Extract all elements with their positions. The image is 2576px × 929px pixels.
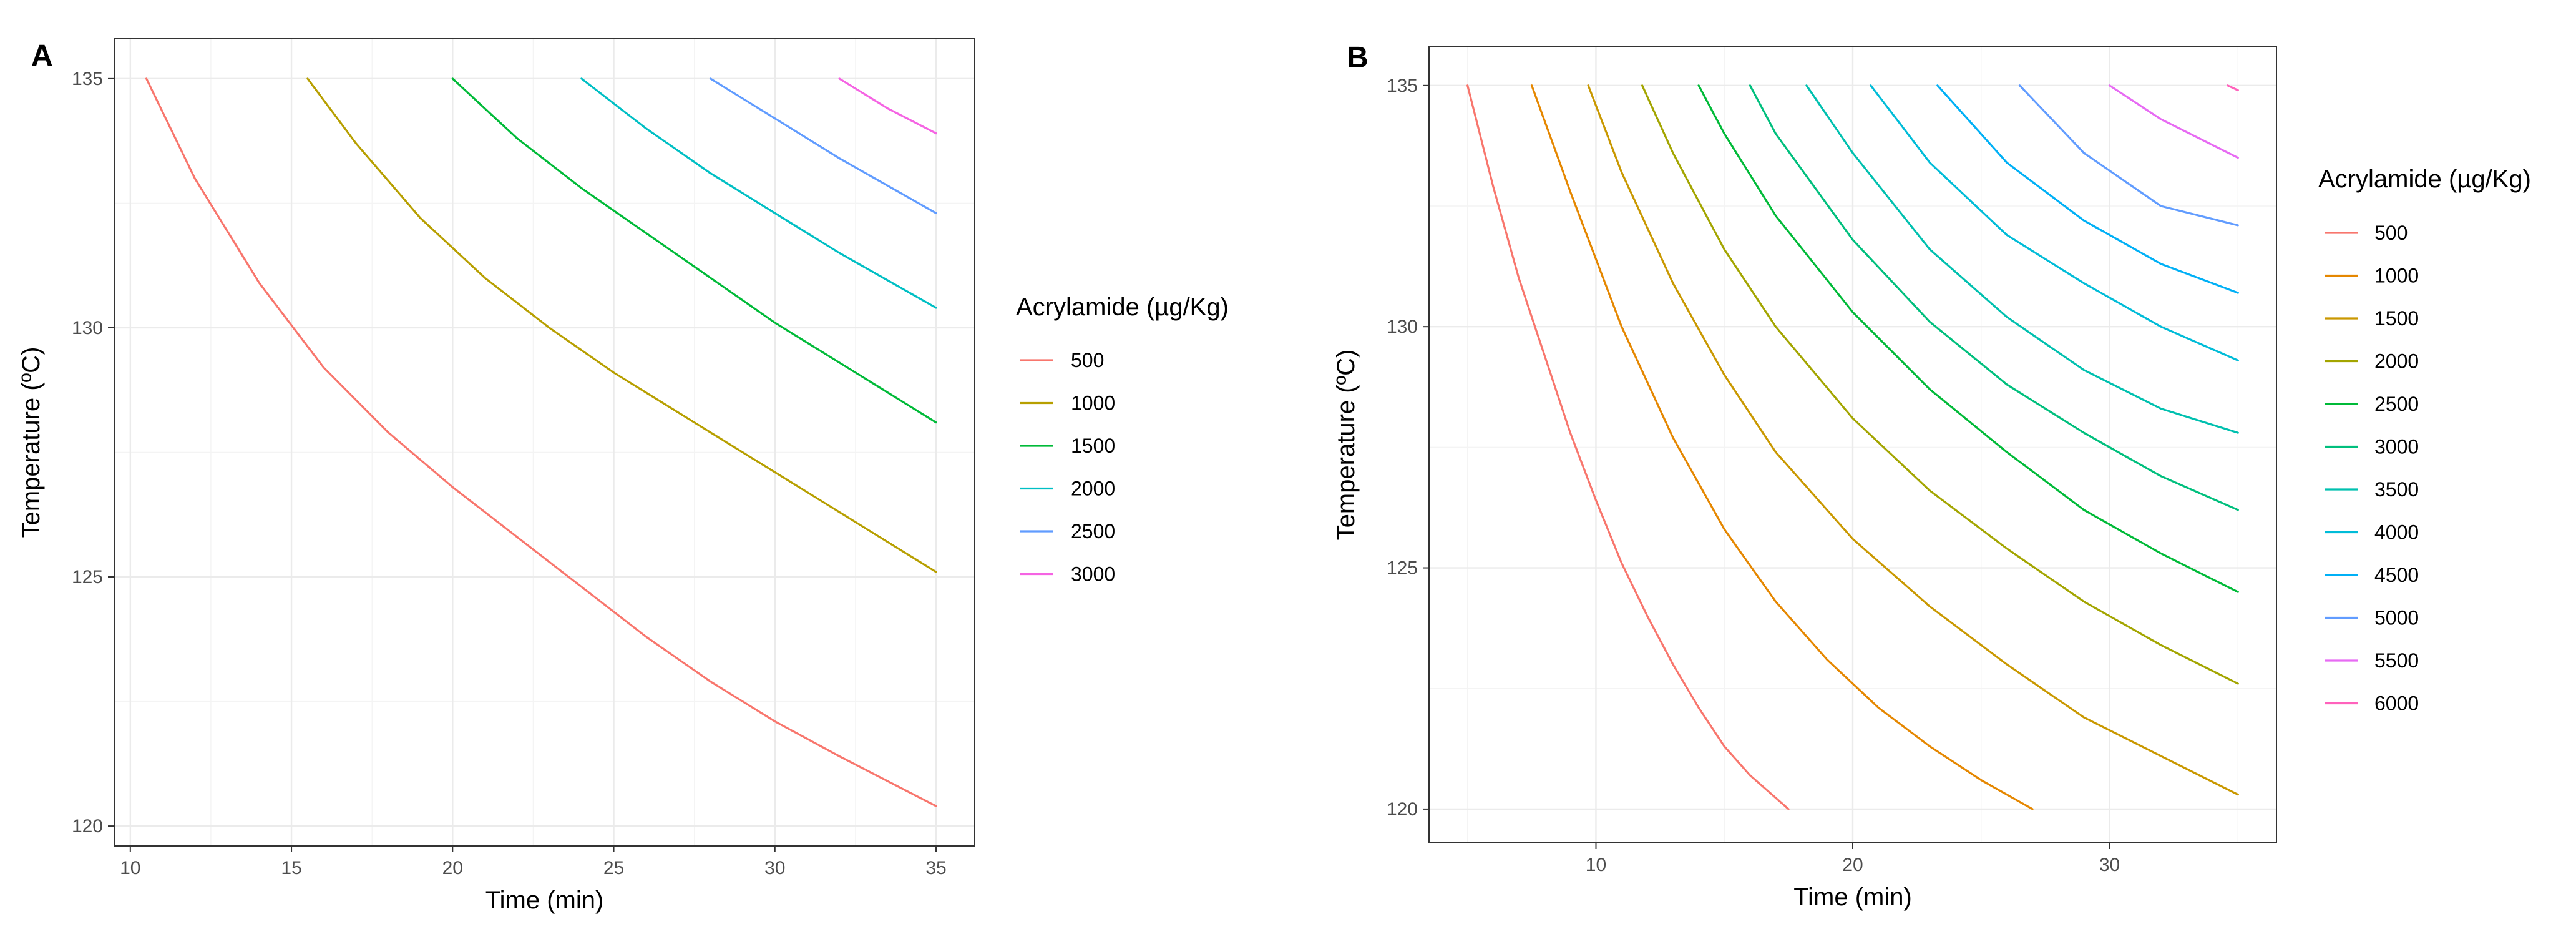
legend-label-3000: 3000 — [1071, 563, 1115, 586]
x-tick-label: 20 — [1842, 855, 1863, 875]
y-tick-label: 125 — [1387, 558, 1418, 579]
legend-label-1500: 1500 — [2374, 307, 2419, 330]
panel-a-legend: Acrylamide (µg/Kg) 500 1000 1500 2000 2500 300… — [1016, 293, 1229, 586]
y-tick-label: 130 — [1387, 317, 1418, 337]
series-line-5000 — [2018, 84, 2239, 227]
x-tick-label: 20 — [442, 858, 463, 878]
panel-b-axes: 10 20 30 120 125 130 135 — [1387, 76, 2120, 875]
legend-label-6000: 6000 — [2374, 692, 2419, 715]
legend-label-500: 500 — [1071, 349, 1104, 371]
legend-label-1000: 1000 — [1071, 392, 1115, 415]
x-tick-label: 30 — [764, 858, 785, 878]
panel-b-y-axis-title: Temperature (ºC) — [1332, 350, 1360, 541]
legend-label-4000: 4000 — [2374, 521, 2419, 544]
x-tick-label: 35 — [925, 858, 946, 878]
series-line-2000 — [1641, 84, 2239, 685]
series-line-6000 — [2227, 84, 2239, 92]
series-line-3000 — [1749, 84, 2239, 511]
series-line-3000 — [838, 77, 937, 135]
series-line-500 — [145, 77, 937, 807]
legend-label-3500: 3500 — [2374, 478, 2419, 501]
legend-label-5500: 5500 — [2374, 649, 2419, 672]
y-tick-label: 130 — [72, 318, 103, 338]
legend-label-2500: 2500 — [1071, 520, 1115, 543]
x-tick-label: 30 — [2099, 855, 2120, 875]
panel-a-x-axis-title: Time (min) — [485, 887, 604, 914]
panel-a-border — [114, 38, 975, 847]
x-tick-label: 10 — [1586, 855, 1606, 875]
x-tick-label: 10 — [120, 858, 140, 878]
series-line-4000 — [1870, 84, 2239, 361]
series-line-2000 — [580, 77, 937, 309]
series-line-500 — [1466, 84, 1790, 810]
panel-b: B 10 20 30 120 125 130 135 Time (min) Temperature… — [1332, 41, 2531, 911]
legend-label-500: 500 — [2374, 222, 2408, 244]
series-line-2500 — [709, 77, 937, 214]
series-line-1000 — [306, 77, 937, 573]
series-line-4500 — [1936, 84, 2239, 294]
legend-label-5000: 5000 — [2374, 607, 2419, 629]
x-tick-label: 15 — [281, 858, 301, 878]
series-line-1500 — [1587, 84, 2239, 796]
panel-a-grid — [114, 39, 975, 846]
series-line-2500 — [1697, 84, 2239, 593]
legend-label-2500: 2500 — [2374, 393, 2419, 415]
legend-label-2000: 2000 — [2374, 350, 2419, 373]
series-line-5500 — [2108, 84, 2239, 159]
legend-label-2000: 2000 — [1071, 478, 1115, 500]
y-tick-label: 120 — [72, 816, 103, 837]
panel-a-axes: 10 15 20 25 30 35 120 125 130 135 — [72, 69, 947, 878]
series-line-3500 — [1805, 84, 2239, 434]
y-tick-label: 125 — [72, 567, 103, 587]
y-tick-label: 135 — [1387, 76, 1418, 96]
legend-title: Acrylamide (µg/Kg) — [2318, 165, 2531, 193]
series-line-1000 — [1531, 84, 2034, 810]
panel-b-grid — [1429, 47, 2276, 843]
panel-a-series — [145, 77, 937, 807]
panel-b-legend: Acrylamide (µg/Kg) 500 1000 1500 2000 2500 300… — [2318, 165, 2531, 715]
legend-label-1500: 1500 — [1071, 435, 1115, 457]
y-tick-label: 135 — [72, 69, 103, 89]
series-line-1500 — [451, 77, 937, 424]
panel-b-series — [1466, 84, 2239, 810]
panel-a: A 10 15 20 25 30 35 120 125 130 135 Time (min) Tempe… — [17, 38, 1229, 914]
panel-b-tag: B — [1347, 41, 1368, 74]
y-tick-label: 120 — [1387, 799, 1418, 820]
legend-title: Acrylamide (µg/Kg) — [1016, 293, 1229, 321]
legend-label-3000: 3000 — [2374, 436, 2419, 458]
legend-label-1000: 1000 — [2374, 265, 2419, 287]
panel-b-x-axis-title: Time (min) — [1793, 883, 1912, 911]
panel-a-y-axis-title: Temperature (ºC) — [17, 347, 45, 538]
legend-label-4500: 4500 — [2374, 564, 2419, 586]
x-tick-label: 25 — [603, 858, 624, 878]
panel-a-tag: A — [31, 39, 53, 72]
